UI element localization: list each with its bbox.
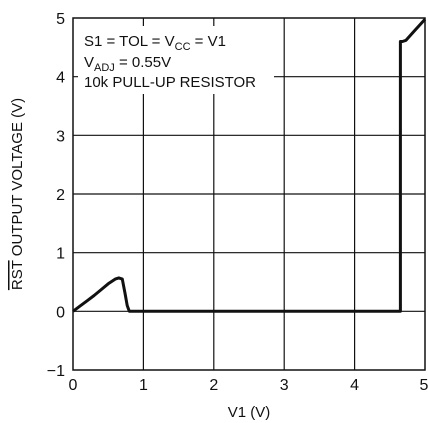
y-axis-label-overbar: RST: [9, 260, 26, 290]
x-tick-label: 5: [420, 377, 428, 394]
y-tick-label: 3: [56, 128, 65, 145]
x-axis-label: V1 (V): [228, 404, 271, 421]
y-axis-label-rest: OUTPUT VOLTAGE (V): [9, 98, 26, 261]
x-tick-label: 2: [209, 377, 218, 394]
annotation-background: [78, 26, 274, 94]
x-tick-label: 4: [350, 377, 359, 394]
plot-frame: [72, 17, 426, 371]
y-tick-label: 1: [56, 246, 65, 263]
y-tick-label: 2: [56, 187, 65, 204]
x-tick-label: 0: [69, 377, 78, 394]
y-axis-label: RST OUTPUT VOLTAGE (V): [9, 98, 26, 290]
x-tick-label: 3: [280, 377, 289, 394]
x-tick-label: 1: [139, 377, 148, 394]
y-tick-label: −1: [47, 363, 65, 380]
series-line: [72, 18, 427, 313]
y-tick-label: 0: [56, 304, 65, 321]
y-tick-label: 5: [56, 11, 65, 28]
y-tick-label: 4: [56, 70, 65, 87]
annotation-line-3: 10k PULL-UP RESISTOR: [84, 74, 256, 91]
annotation-line-1: S1 = TOL = VCC = V1: [84, 33, 226, 53]
annotation-line-2: VADJ = 0.55V: [84, 54, 171, 74]
